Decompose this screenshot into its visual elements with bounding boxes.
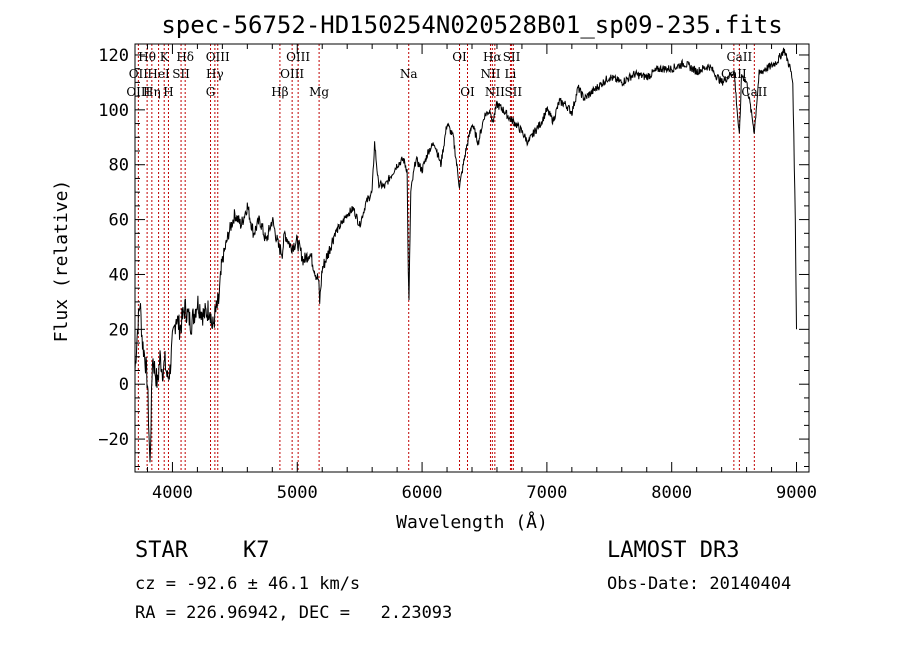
x-axis: 4000 5000 6000 7000 8000 9000 [146, 44, 817, 503]
y-axis: −20 0 20 40 60 80 100 120 [98, 46, 809, 468]
y-axis-label: Flux (relative) [51, 180, 72, 343]
line-marker-label: CaII [726, 50, 752, 64]
line-marker-label: NII [485, 85, 505, 99]
line-marker-label: SII [504, 85, 522, 99]
x-tick-label: 8000 [651, 483, 692, 503]
line-marker-label: OIII [206, 50, 230, 64]
x-tick-label: 6000 [402, 483, 443, 503]
line-marker-label: SII [172, 67, 190, 81]
coordinates: RA = 226.96942, DEC = 2.23093 [135, 603, 453, 623]
observation-date: Obs-Date: 20140404 [607, 574, 792, 594]
line-marker-label: SII [503, 50, 521, 64]
y-tick-label: 60 [109, 211, 129, 231]
line-marker-label: Mg [309, 85, 329, 99]
line-marker-label: Hα [483, 50, 502, 64]
y-tick-label: 0 [119, 375, 129, 395]
chart-title: spec-56752-HD150254N020528B01_sp09-235.f… [161, 11, 782, 39]
line-marker-label: Li [505, 67, 517, 81]
y-tick-label: 120 [98, 46, 129, 66]
x-tick-label: 9000 [776, 483, 817, 503]
object-class: STAR [135, 538, 188, 563]
y-tick-label: 80 [109, 156, 129, 176]
y-tick-label: 40 [109, 265, 129, 285]
line-marker-label: OII [129, 67, 149, 81]
line-marker-label: Hη [143, 85, 161, 99]
line-marker-group [137, 44, 755, 472]
line-marker-label: Na [400, 67, 418, 81]
line-marker-label: Hγ [206, 67, 224, 81]
subclass: K7 [243, 538, 270, 563]
line-marker-label: OIII [126, 85, 150, 99]
line-marker-label-group: Hθ OII OIII K HeI Hη Hδ SII H OIII Hγ G OIII OIII Hβ Mg… [126, 50, 767, 99]
line-marker-label: H [163, 85, 173, 99]
line-marker-label: OIII [280, 67, 304, 81]
spectrum-line [134, 47, 797, 463]
x-axis-label: Wavelength (Å) [396, 511, 548, 533]
survey-name: LAMOST DR3 [607, 538, 740, 563]
line-marker-label: OI [460, 85, 475, 99]
line-marker-label: NII [480, 67, 500, 81]
line-marker-label: G [206, 85, 216, 99]
x-tick-label: 7000 [526, 483, 567, 503]
plot-frame [134, 43, 810, 473]
x-tick-label: 5000 [277, 483, 318, 503]
line-marker-label: Hθ [138, 50, 156, 64]
y-tick-label: −20 [98, 430, 129, 450]
line-marker-label: HeI [147, 67, 170, 81]
redshift-value: cz = -92.6 ± 46.1 km/s [135, 574, 361, 594]
y-tick-label: 20 [109, 320, 129, 340]
y-tick-label: 100 [98, 101, 129, 121]
x-tick-label: 4000 [152, 483, 193, 503]
line-marker-label: Hδ [176, 50, 194, 64]
line-marker-label: CaII [741, 85, 767, 99]
line-marker-label: OIII [286, 50, 310, 64]
line-marker-label: OI [452, 50, 467, 64]
line-marker-label: Hβ [271, 85, 288, 99]
line-marker-label: K [160, 50, 170, 64]
